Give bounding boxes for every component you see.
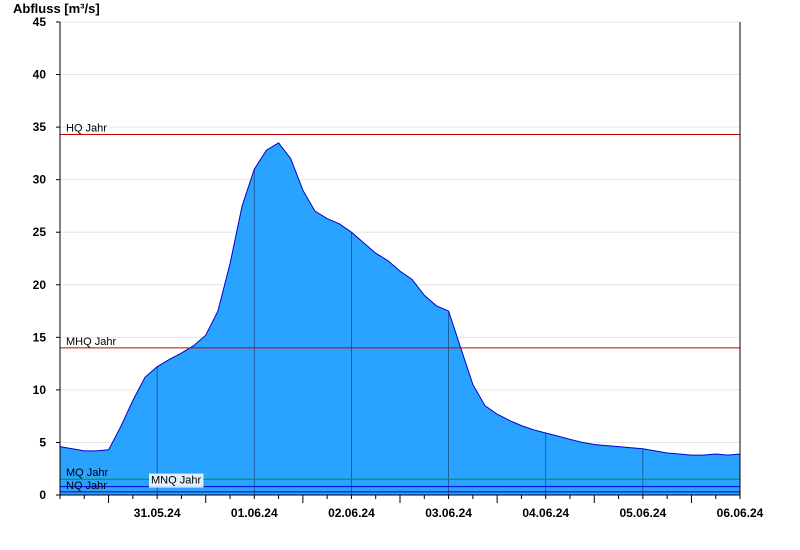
y-tick-label: 15 bbox=[33, 330, 47, 344]
reference-line-label: NQ Jahr bbox=[66, 480, 107, 492]
reference-line-label: MNQ Jahr bbox=[151, 475, 201, 487]
x-tick-label: 03.06.24 bbox=[425, 506, 472, 520]
discharge-line bbox=[59, 142, 741, 456]
axes: 0 5 10 15 20 25 30 35 40 45 31.05.24 01.06.24 02.06.… bbox=[33, 15, 764, 520]
x-tick-label: 02.06.24 bbox=[328, 506, 375, 520]
x-tick-label: 31.05.24 bbox=[134, 506, 181, 520]
y-tick-label: 25 bbox=[33, 225, 47, 239]
y-tick-label: 0 bbox=[39, 488, 46, 502]
y-axis-label: Abfluss [m³/s] bbox=[13, 1, 100, 16]
y-tick-label: 40 bbox=[33, 68, 47, 82]
reference-line-label: MHQ Jahr bbox=[66, 336, 116, 348]
y-tick-label: 5 bbox=[39, 435, 46, 449]
x-tick-label: 04.06.24 bbox=[522, 506, 569, 520]
discharge-area bbox=[60, 142, 740, 495]
x-tick-label: 06.06.24 bbox=[717, 506, 764, 520]
reference-lines: HQ Jahr MHQ Jahr MQ Jahr MNQ Jahr NQ Jahr bbox=[60, 122, 740, 493]
x-tick-label: 01.06.24 bbox=[231, 506, 278, 520]
y-tick-label: 45 bbox=[33, 15, 47, 29]
y-tick-label: 20 bbox=[33, 278, 47, 292]
y-tick-label: 10 bbox=[33, 383, 47, 397]
reference-line-label: HQ Jahr bbox=[66, 122, 107, 134]
label-background bbox=[149, 473, 204, 488]
y-tick-label: 30 bbox=[33, 173, 47, 187]
x-tick-label: 05.06.24 bbox=[619, 506, 666, 520]
y-tick-label: 35 bbox=[33, 120, 47, 134]
reference-line-label: MQ Jahr bbox=[66, 467, 109, 479]
